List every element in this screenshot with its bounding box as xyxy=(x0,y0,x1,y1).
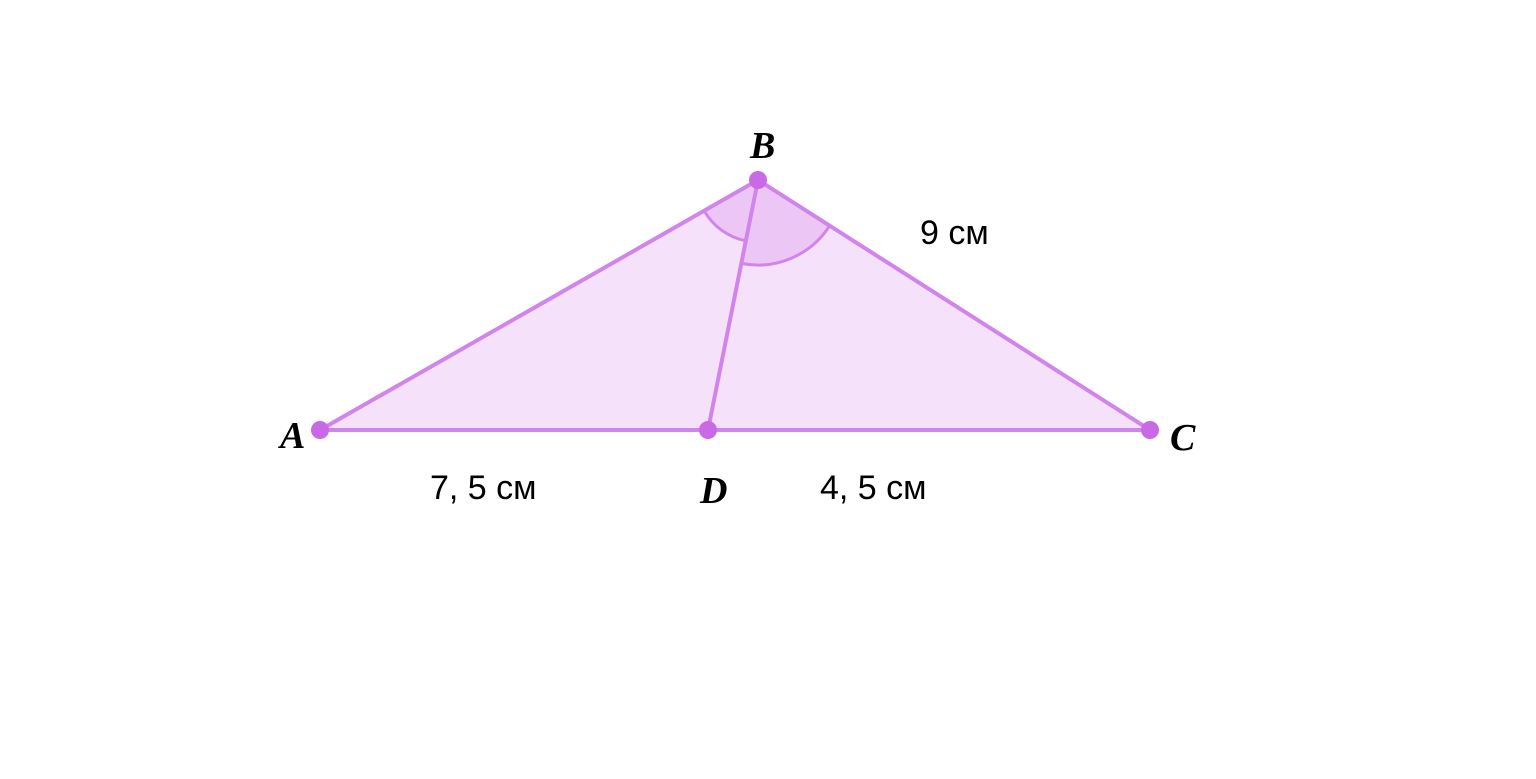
point-label-A: A xyxy=(278,415,305,457)
point-A xyxy=(311,421,329,439)
geometry-diagram: A B C D 9 см 7, 5 см 4, 5 см xyxy=(0,0,1536,774)
point-D xyxy=(699,421,717,439)
point-C xyxy=(1141,421,1159,439)
measurement-label-2: 4, 5 см xyxy=(820,469,927,507)
point-B xyxy=(749,171,767,189)
point-label-B: B xyxy=(749,125,775,167)
measurement-label-0: 9 см xyxy=(920,214,989,252)
measurement-label-1: 7, 5 см xyxy=(430,469,537,507)
diagram-svg: A B C D 9 см 7, 5 см 4, 5 см xyxy=(0,0,1536,774)
point-label-D: D xyxy=(699,470,727,512)
point-label-C: C xyxy=(1170,417,1196,459)
